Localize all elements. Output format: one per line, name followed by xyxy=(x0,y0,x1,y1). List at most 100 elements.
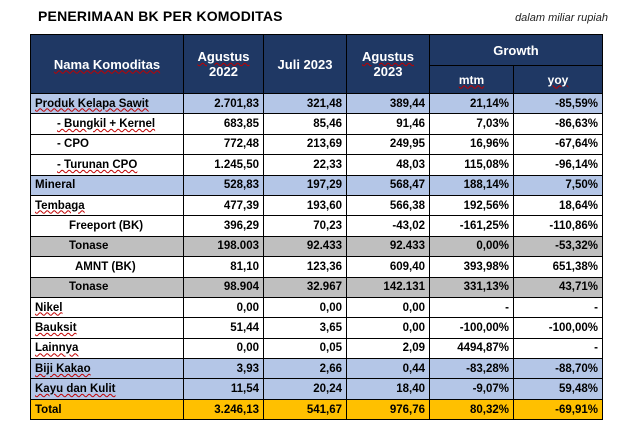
row-label: AMNT (BK) xyxy=(30,256,184,278)
cell-yoy: -110,86% xyxy=(513,215,603,237)
page-title: PENERIMAAN BK PER KOMODITAS xyxy=(38,8,283,24)
cell-mtm: 0,00% xyxy=(429,235,514,258)
row-label: Total xyxy=(30,398,184,421)
table-row: - Bungkil + Kernel 683,85 85,46 91,46 7,… xyxy=(30,113,603,135)
header-aug-2022: Agustus 2022 xyxy=(183,34,264,94)
table-row: - Turunan CPO 1.245,50 22,33 48,03 115,0… xyxy=(30,154,603,176)
table-row: Bauksit 51,44 3,65 0,00 -100,00% -100,00… xyxy=(30,317,603,339)
table-row: Kayu dan Kulit 11,54 20,24 18,40 -9,07% … xyxy=(30,378,603,400)
table-row: AMNT (BK) 81,10 123,36 609,40 393,98% 65… xyxy=(30,256,603,278)
row-label: Lainnya xyxy=(30,337,184,360)
table-row: Freeport (BK) 396,29 70,23 -43,02 -161,2… xyxy=(30,215,603,237)
cell-mtm: 115,08% xyxy=(429,154,514,176)
cell-mtm: 21,14% xyxy=(429,92,514,115)
cell-mtm: - xyxy=(429,296,514,319)
cell-aug22: 11,54 xyxy=(183,378,264,400)
cell-yoy: -53,32% xyxy=(513,235,603,258)
row-label: - Bungkil + Kernel xyxy=(30,113,184,135)
cell-aug23: 0,00 xyxy=(346,296,430,319)
row-label: Mineral xyxy=(30,174,184,196)
cell-aug22: 3.246,13 xyxy=(183,398,264,421)
row-label: Tembaga xyxy=(30,194,184,217)
cell-yoy: -67,64% xyxy=(513,133,603,156)
cell-mtm: 4494,87% xyxy=(429,337,514,360)
cell-jul23: 22,33 xyxy=(263,154,347,176)
row-label: Kayu dan Kulit xyxy=(30,378,184,400)
cell-yoy: 18,64% xyxy=(513,194,603,217)
cell-aug22: 772,48 xyxy=(183,133,264,156)
cell-aug23: 0,00 xyxy=(346,317,430,339)
cell-yoy: 43,71% xyxy=(513,276,603,298)
cell-mtm: 331,13% xyxy=(429,276,514,298)
header-aug-2023: Agustus 2023 xyxy=(346,34,430,94)
cell-aug23: 568,47 xyxy=(346,174,430,196)
cell-aug23: 976,76 xyxy=(346,398,430,421)
cell-jul23: 85,46 xyxy=(263,113,347,135)
cell-jul23: 20,24 xyxy=(263,378,347,400)
cell-yoy: -96,14% xyxy=(513,154,603,176)
cell-aug23: 389,44 xyxy=(346,92,430,115)
table-row: Biji Kakao 3,93 2,66 0,44 -83,28% -88,70… xyxy=(30,358,603,380)
header-mtm: mtm xyxy=(429,65,514,94)
cell-jul23: 213,69 xyxy=(263,133,347,156)
commodity-table: Nama Komoditas Agustus 2022 Juli 2023 Ag… xyxy=(30,34,603,421)
row-label: Tonase xyxy=(30,276,184,298)
row-label: Tonase xyxy=(30,235,184,258)
cell-jul23: 70,23 xyxy=(263,215,347,237)
table-row: Lainnya 0,00 0,05 2,09 4494,87% - xyxy=(30,337,603,360)
cell-yoy: -100,00% xyxy=(513,317,603,339)
cell-mtm: 16,96% xyxy=(429,133,514,156)
cell-aug22: 3,93 xyxy=(183,358,264,380)
cell-mtm: 192,56% xyxy=(429,194,514,217)
cell-aug23: 142.131 xyxy=(346,276,430,298)
cell-aug22: 477,39 xyxy=(183,194,264,217)
cell-mtm: -100,00% xyxy=(429,317,514,339)
cell-yoy: 651,38% xyxy=(513,256,603,278)
cell-aug23: 48,03 xyxy=(346,154,430,176)
table-row: Tonase 98.904 32.967 142.131 331,13% 43,… xyxy=(30,276,603,298)
cell-aug23: 91,46 xyxy=(346,113,430,135)
cell-aug23: 249,95 xyxy=(346,133,430,156)
table-row: - CPO 772,48 213,69 249,95 16,96% -67,64… xyxy=(30,133,603,156)
cell-mtm: 80,32% xyxy=(429,398,514,421)
cell-yoy: - xyxy=(513,337,603,360)
cell-yoy: - xyxy=(513,296,603,319)
row-label: - CPO xyxy=(30,133,184,156)
cell-yoy: -69,91% xyxy=(513,398,603,421)
cell-mtm: 188,14% xyxy=(429,174,514,196)
cell-aug23: 18,40 xyxy=(346,378,430,400)
cell-yoy: 59,48% xyxy=(513,378,603,400)
row-label: Freeport (BK) xyxy=(30,215,184,237)
cell-jul23: 92.433 xyxy=(263,235,347,258)
cell-mtm: 393,98% xyxy=(429,256,514,278)
cell-mtm: -9,07% xyxy=(429,378,514,400)
cell-aug22: 2.701,83 xyxy=(183,92,264,115)
table-row: Produk Kelapa Sawit 2.701,83 321,48 389,… xyxy=(30,92,603,115)
row-label: - Turunan CPO xyxy=(30,154,184,176)
cell-yoy: 7,50% xyxy=(513,174,603,196)
cell-aug23: 566,38 xyxy=(346,194,430,217)
cell-yoy: -88,70% xyxy=(513,358,603,380)
cell-jul23: 32.967 xyxy=(263,276,347,298)
cell-aug23: -43,02 xyxy=(346,215,430,237)
cell-aug22: 396,29 xyxy=(183,215,264,237)
table-row: Tembaga 477,39 193,60 566,38 192,56% 18,… xyxy=(30,194,603,217)
cell-jul23: 321,48 xyxy=(263,92,347,115)
cell-aug22: 683,85 xyxy=(183,113,264,135)
cell-jul23: 197,29 xyxy=(263,174,347,196)
cell-yoy: -86,63% xyxy=(513,113,603,135)
cell-jul23: 193,60 xyxy=(263,194,347,217)
cell-aug22: 98.904 xyxy=(183,276,264,298)
cell-jul23: 3,65 xyxy=(263,317,347,339)
cell-mtm: -161,25% xyxy=(429,215,514,237)
cell-aug22: 0,00 xyxy=(183,296,264,319)
table-row: Nikel 0,00 0,00 0,00 - - xyxy=(30,296,603,319)
row-label: Bauksit xyxy=(30,317,184,339)
header-growth: Growth xyxy=(429,34,603,66)
unit-note: dalam miliar rupiah xyxy=(515,12,608,24)
row-label: Nikel xyxy=(30,296,184,319)
header-commodity-name: Nama Komoditas xyxy=(30,34,184,94)
cell-aug23: 609,40 xyxy=(346,256,430,278)
cell-jul23: 0,00 xyxy=(263,296,347,319)
cell-aug22: 81,10 xyxy=(183,256,264,278)
